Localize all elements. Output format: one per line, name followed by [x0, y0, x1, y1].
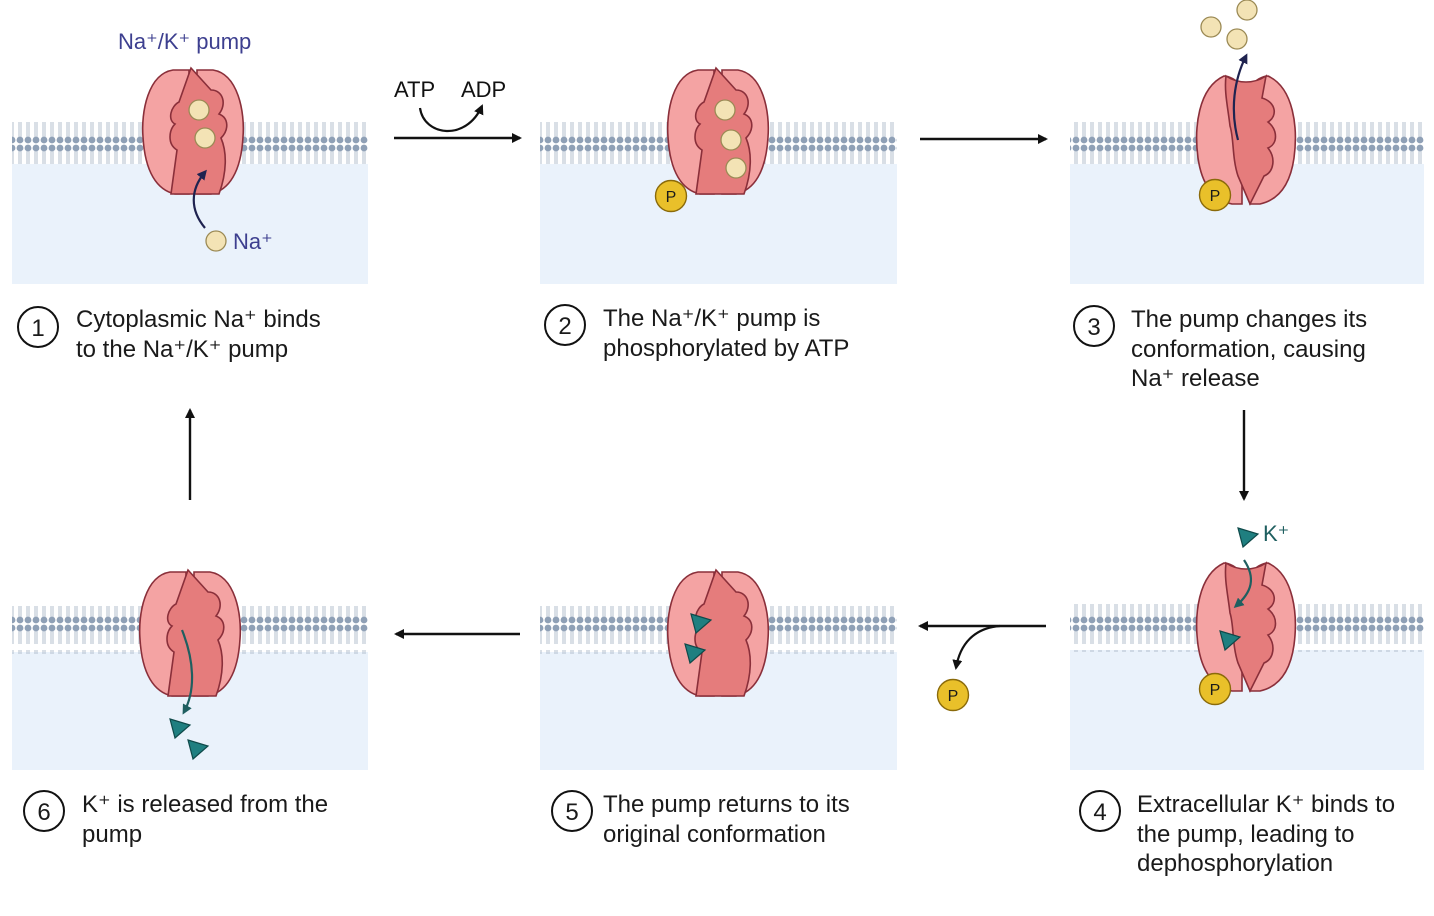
step-number: 3 — [1087, 314, 1100, 341]
na-k-pump-protein — [666, 569, 770, 697]
sodium-ion — [720, 129, 742, 151]
sodium-ion — [714, 99, 736, 121]
atp-adp-curve — [418, 104, 484, 133]
adp-label: ADP — [461, 77, 506, 102]
step-text-line: The Na⁺/K⁺ pump is — [603, 305, 820, 332]
na-k-pump-protein — [141, 67, 245, 195]
sodium-label: Na⁺ — [233, 229, 273, 254]
step-number: 5 — [565, 799, 578, 826]
sodium-ion — [205, 230, 227, 252]
sodium-ion — [1226, 28, 1248, 50]
step-6-caption: 6 K⁺ is released from the pump — [23, 790, 328, 848]
step-4-caption: 4 Extracellular K⁺ binds to the pump, le… — [1079, 790, 1395, 877]
cycle-arrows: ATP ADP P — [185, 77, 1249, 712]
step-text-line: Cytoplasmic Na⁺ binds — [76, 306, 321, 333]
step-number-circle — [551, 790, 593, 832]
step-text-line: pump — [82, 821, 142, 848]
na-k-pump-protein — [666, 67, 770, 195]
step-text-line: original conformation — [603, 821, 826, 848]
step-text-line: Na⁺ release — [1131, 365, 1260, 392]
ion-binding-arrow — [192, 169, 207, 229]
step-text-line: the pump, leading to — [1137, 821, 1355, 848]
step-text-line: dephosphorylation — [1137, 850, 1333, 877]
ion-binding-arrow — [1233, 559, 1253, 608]
sodium-ion — [194, 127, 216, 149]
na-k-pump-protein — [1195, 562, 1297, 692]
panel-6 — [12, 569, 368, 770]
step-2-caption: 2 The Na⁺/K⁺ pump is phosphorylated by A… — [544, 304, 849, 362]
step-text-line: The pump changes its — [1131, 306, 1367, 333]
step-number-circle — [17, 306, 59, 348]
step-text-line: phosphorylated by ATP — [603, 335, 849, 362]
step-number: 6 — [37, 799, 50, 826]
step-number-circle — [544, 304, 586, 346]
step-3-caption: 3 The pump changes its conformation, cau… — [1073, 305, 1367, 392]
panel-2: P — [540, 67, 897, 284]
step-number: 1 — [31, 315, 44, 342]
step-text-line: K⁺ is released from the — [82, 791, 328, 818]
step-number-circle — [1079, 790, 1121, 832]
panel-1: Na⁺ Na⁺/K⁺ pump — [12, 29, 368, 284]
panel-5 — [540, 569, 897, 770]
panel-4: K⁺ P — [1070, 521, 1424, 770]
step-text-line: to the Na⁺/K⁺ pump — [76, 336, 288, 363]
step-text-line: The pump returns to its — [603, 791, 850, 818]
sodium-ion — [1236, 0, 1258, 21]
step-number: 2 — [558, 313, 571, 340]
na-k-pump-protein — [138, 569, 242, 697]
phosphate-label: P — [948, 688, 959, 705]
sodium-ion — [725, 157, 747, 179]
step-number: 4 — [1093, 799, 1106, 826]
ion-release-arrow — [1232, 53, 1248, 141]
step-text-line: Extracellular K⁺ binds to — [1137, 791, 1395, 818]
phosphate-label: P — [1210, 682, 1221, 699]
ion-release-arrow — [180, 629, 194, 715]
potassium-label: K⁺ — [1263, 521, 1289, 546]
step-number-circle — [23, 790, 65, 832]
panel-3: P — [1070, 0, 1424, 284]
phosphate-label: P — [1210, 188, 1221, 205]
step-1-caption: 1 Cytoplasmic Na⁺ binds to the Na⁺/K⁺ pu… — [17, 306, 321, 363]
phosphate-release-curve — [952, 624, 1001, 670]
potassium-ion — [1237, 527, 1259, 548]
atp-label: ATP — [394, 77, 435, 102]
sodium-ion — [1200, 16, 1222, 38]
step-text-line: conformation, causing — [1131, 336, 1366, 363]
step-number-circle — [1073, 305, 1115, 347]
phosphate-label: P — [666, 189, 677, 206]
step-5-caption: 5 The pump returns to its original confo… — [551, 790, 850, 848]
sodium-ion — [188, 99, 210, 121]
pump-name-label: Na⁺/K⁺ pump — [118, 29, 251, 54]
